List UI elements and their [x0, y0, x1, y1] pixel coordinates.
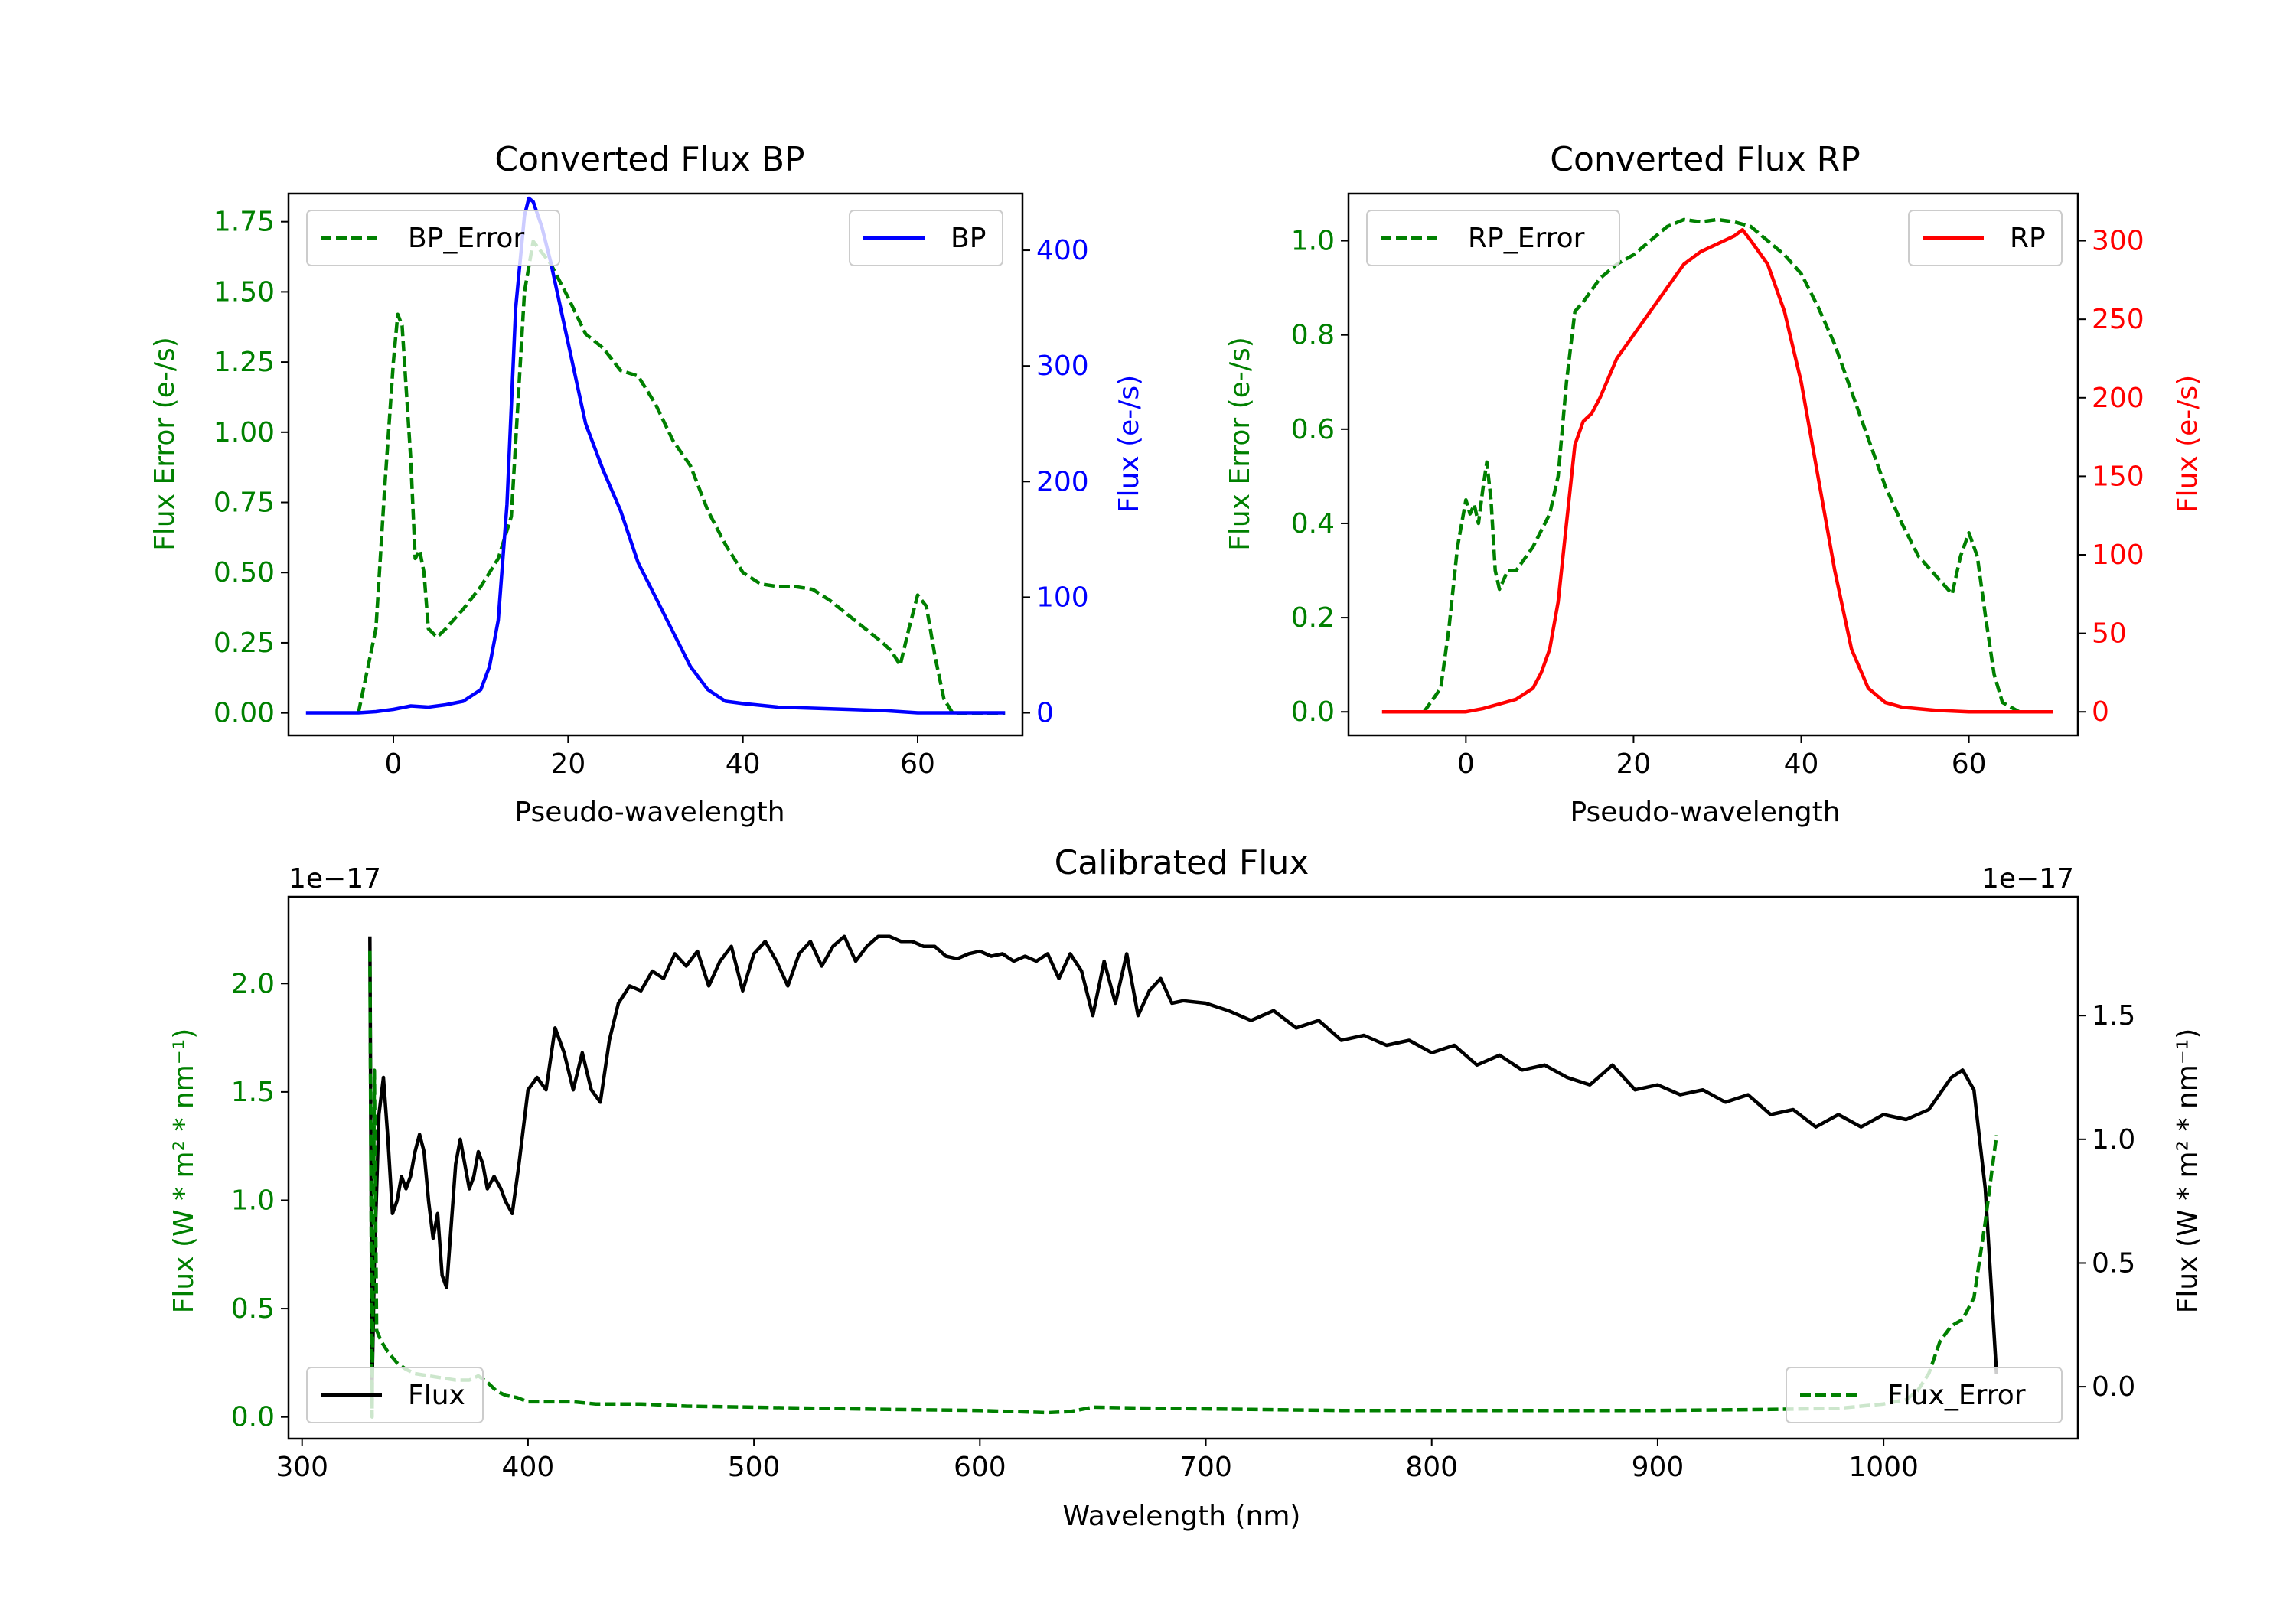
series-line-flux	[368, 934, 1998, 1389]
y-tick-label-left: 0.6	[1291, 414, 1335, 445]
offset-label-left: 1e−17	[289, 863, 381, 895]
x-tick-label: 40	[1784, 748, 1819, 780]
y-tick-label-left: 0.4	[1291, 508, 1335, 539]
y-tick-label-left: 0.00	[214, 698, 275, 729]
y-tick-label-left: 2.0	[231, 968, 275, 999]
legend-box	[306, 210, 560, 266]
x-tick-label: 20	[1616, 748, 1652, 780]
legend-rp: RP	[1908, 210, 2063, 266]
y-tick-label-right: 0	[1036, 698, 1054, 729]
x-tick-label: 40	[726, 748, 761, 780]
y-tick-label-right: 100	[1036, 582, 1089, 613]
y-tick-label-right: 200	[2092, 383, 2144, 414]
y-axis-label-right: Flux (e-/s)	[1114, 375, 1145, 513]
y-tick-label-left: 0.5	[231, 1293, 275, 1325]
legend-bp: BP	[849, 210, 1003, 266]
y-tick-label-left: 1.25	[214, 347, 275, 378]
y-tick-label-right: 300	[1036, 350, 1089, 382]
legend-bp-error: BP_Error	[306, 210, 560, 266]
x-tick-label: 0	[385, 748, 403, 780]
legend-label: BP_Error	[408, 223, 524, 254]
legend-box	[1908, 210, 2063, 266]
legend-box	[306, 1367, 484, 1423]
y-axis-label-left: Flux Error (e-/s)	[149, 337, 181, 551]
x-tick-label: 20	[550, 748, 585, 780]
y-axis-label-right: Flux (e-/s)	[2172, 375, 2203, 513]
chart-converted-flux-rp: Converted Flux RP Pseudo-wavelength Flux…	[1225, 140, 2203, 828]
x-tick-label: 60	[900, 748, 935, 780]
y-tick-label-left: 0.2	[1291, 602, 1335, 634]
series-group	[1381, 217, 2053, 714]
x-tick-label: 700	[1179, 1452, 1232, 1483]
y-tick-label-right: 300	[2092, 226, 2144, 257]
y-tick-label-left: 1.00	[214, 417, 275, 448]
legend-box	[849, 210, 1003, 266]
x-tick-label: 400	[502, 1452, 555, 1483]
x-tick-label: 600	[954, 1452, 1006, 1483]
x-tick-label: 500	[728, 1452, 781, 1483]
chart-converted-flux-bp: Converted Flux BP Pseudo-wavelength Flux…	[149, 140, 1145, 828]
legend-rp-error: RP_Error	[1366, 210, 1620, 266]
y-tick-label-right: 1.0	[2092, 1124, 2135, 1156]
chart-calibrated-flux: Calibrated Flux Wavelength (nm) Flux (W …	[168, 843, 2203, 1532]
y-tick-label-left: 0.50	[214, 557, 275, 588]
y-axis-label-right: Flux (W * m² * nm⁻¹)	[2172, 1028, 2203, 1314]
legend-label: RP_Error	[1468, 223, 1585, 254]
series-line-rp	[1381, 227, 2053, 714]
x-axis-label: Pseudo-wavelength	[514, 797, 784, 828]
legend-label: BP	[951, 223, 986, 254]
y-tick-label-right: 400	[1036, 235, 1089, 266]
axes-frame	[287, 895, 2079, 1440]
y-tick-label-left: 1.75	[214, 207, 275, 238]
y-tick-label-right: 200	[1036, 466, 1089, 497]
x-tick-label: 900	[1632, 1452, 1684, 1483]
y-tick-label-right: 150	[2092, 461, 2144, 492]
x-tick-label: 800	[1405, 1452, 1458, 1483]
axes-frame	[1347, 192, 2079, 737]
y-tick-label-right: 0	[2092, 696, 2109, 728]
chart-title: Calibrated Flux	[1055, 843, 1309, 882]
y-tick-label-left: 0.25	[214, 627, 275, 659]
legend-box	[1786, 1367, 2063, 1423]
y-tick-label-left: 1.0	[1291, 226, 1335, 257]
y-tick-label-left: 0.0	[231, 1402, 275, 1433]
y-axis-label-left: Flux Error (e-/s)	[1225, 337, 1256, 551]
y-tick-label-left: 0.75	[214, 487, 275, 519]
x-tick-label: 60	[1952, 748, 1987, 780]
legend-label: Flux	[408, 1380, 465, 1411]
y-tick-label-right: 250	[2092, 304, 2144, 335]
y-tick-label-right: 0.0	[2092, 1371, 2135, 1403]
y-tick-label-right: 50	[2092, 618, 2127, 650]
x-tick-label: 300	[276, 1452, 328, 1483]
y-tick-label-left: 1.0	[231, 1185, 275, 1216]
y-tick-label-left: 1.5	[231, 1077, 275, 1108]
y-tick-label-right: 0.5	[2092, 1247, 2135, 1279]
legend-box	[1366, 210, 1620, 266]
legend-label: RP	[2010, 223, 2046, 254]
axes-frame	[287, 192, 1024, 737]
legend-flux-error: Flux_Error	[1786, 1367, 2063, 1423]
y-axis-label-left: Flux (W * m² * nm⁻¹)	[168, 1028, 200, 1314]
y-tick-label-left: 0.8	[1291, 320, 1335, 351]
x-tick-label: 0	[1457, 748, 1475, 780]
x-axis-label: Pseudo-wavelength	[1570, 797, 1840, 828]
y-tick-label-left: 1.50	[214, 276, 275, 308]
x-axis-label: Wavelength (nm)	[1063, 1501, 1301, 1532]
series-line-rp-error	[1422, 217, 2053, 714]
legend-flux: Flux	[306, 1367, 484, 1423]
y-tick-label-right: 1.5	[2092, 1000, 2135, 1032]
chart-title: Converted Flux RP	[1550, 140, 1861, 179]
x-tick-label: 1000	[1848, 1452, 1919, 1483]
chart-title: Converted Flux BP	[494, 140, 804, 179]
y-tick-label-right: 100	[2092, 539, 2144, 571]
offset-label-right: 1e−17	[1981, 863, 2074, 895]
y-tick-label-left: 0.0	[1291, 696, 1335, 728]
legend-label: Flux_Error	[1887, 1380, 2026, 1411]
